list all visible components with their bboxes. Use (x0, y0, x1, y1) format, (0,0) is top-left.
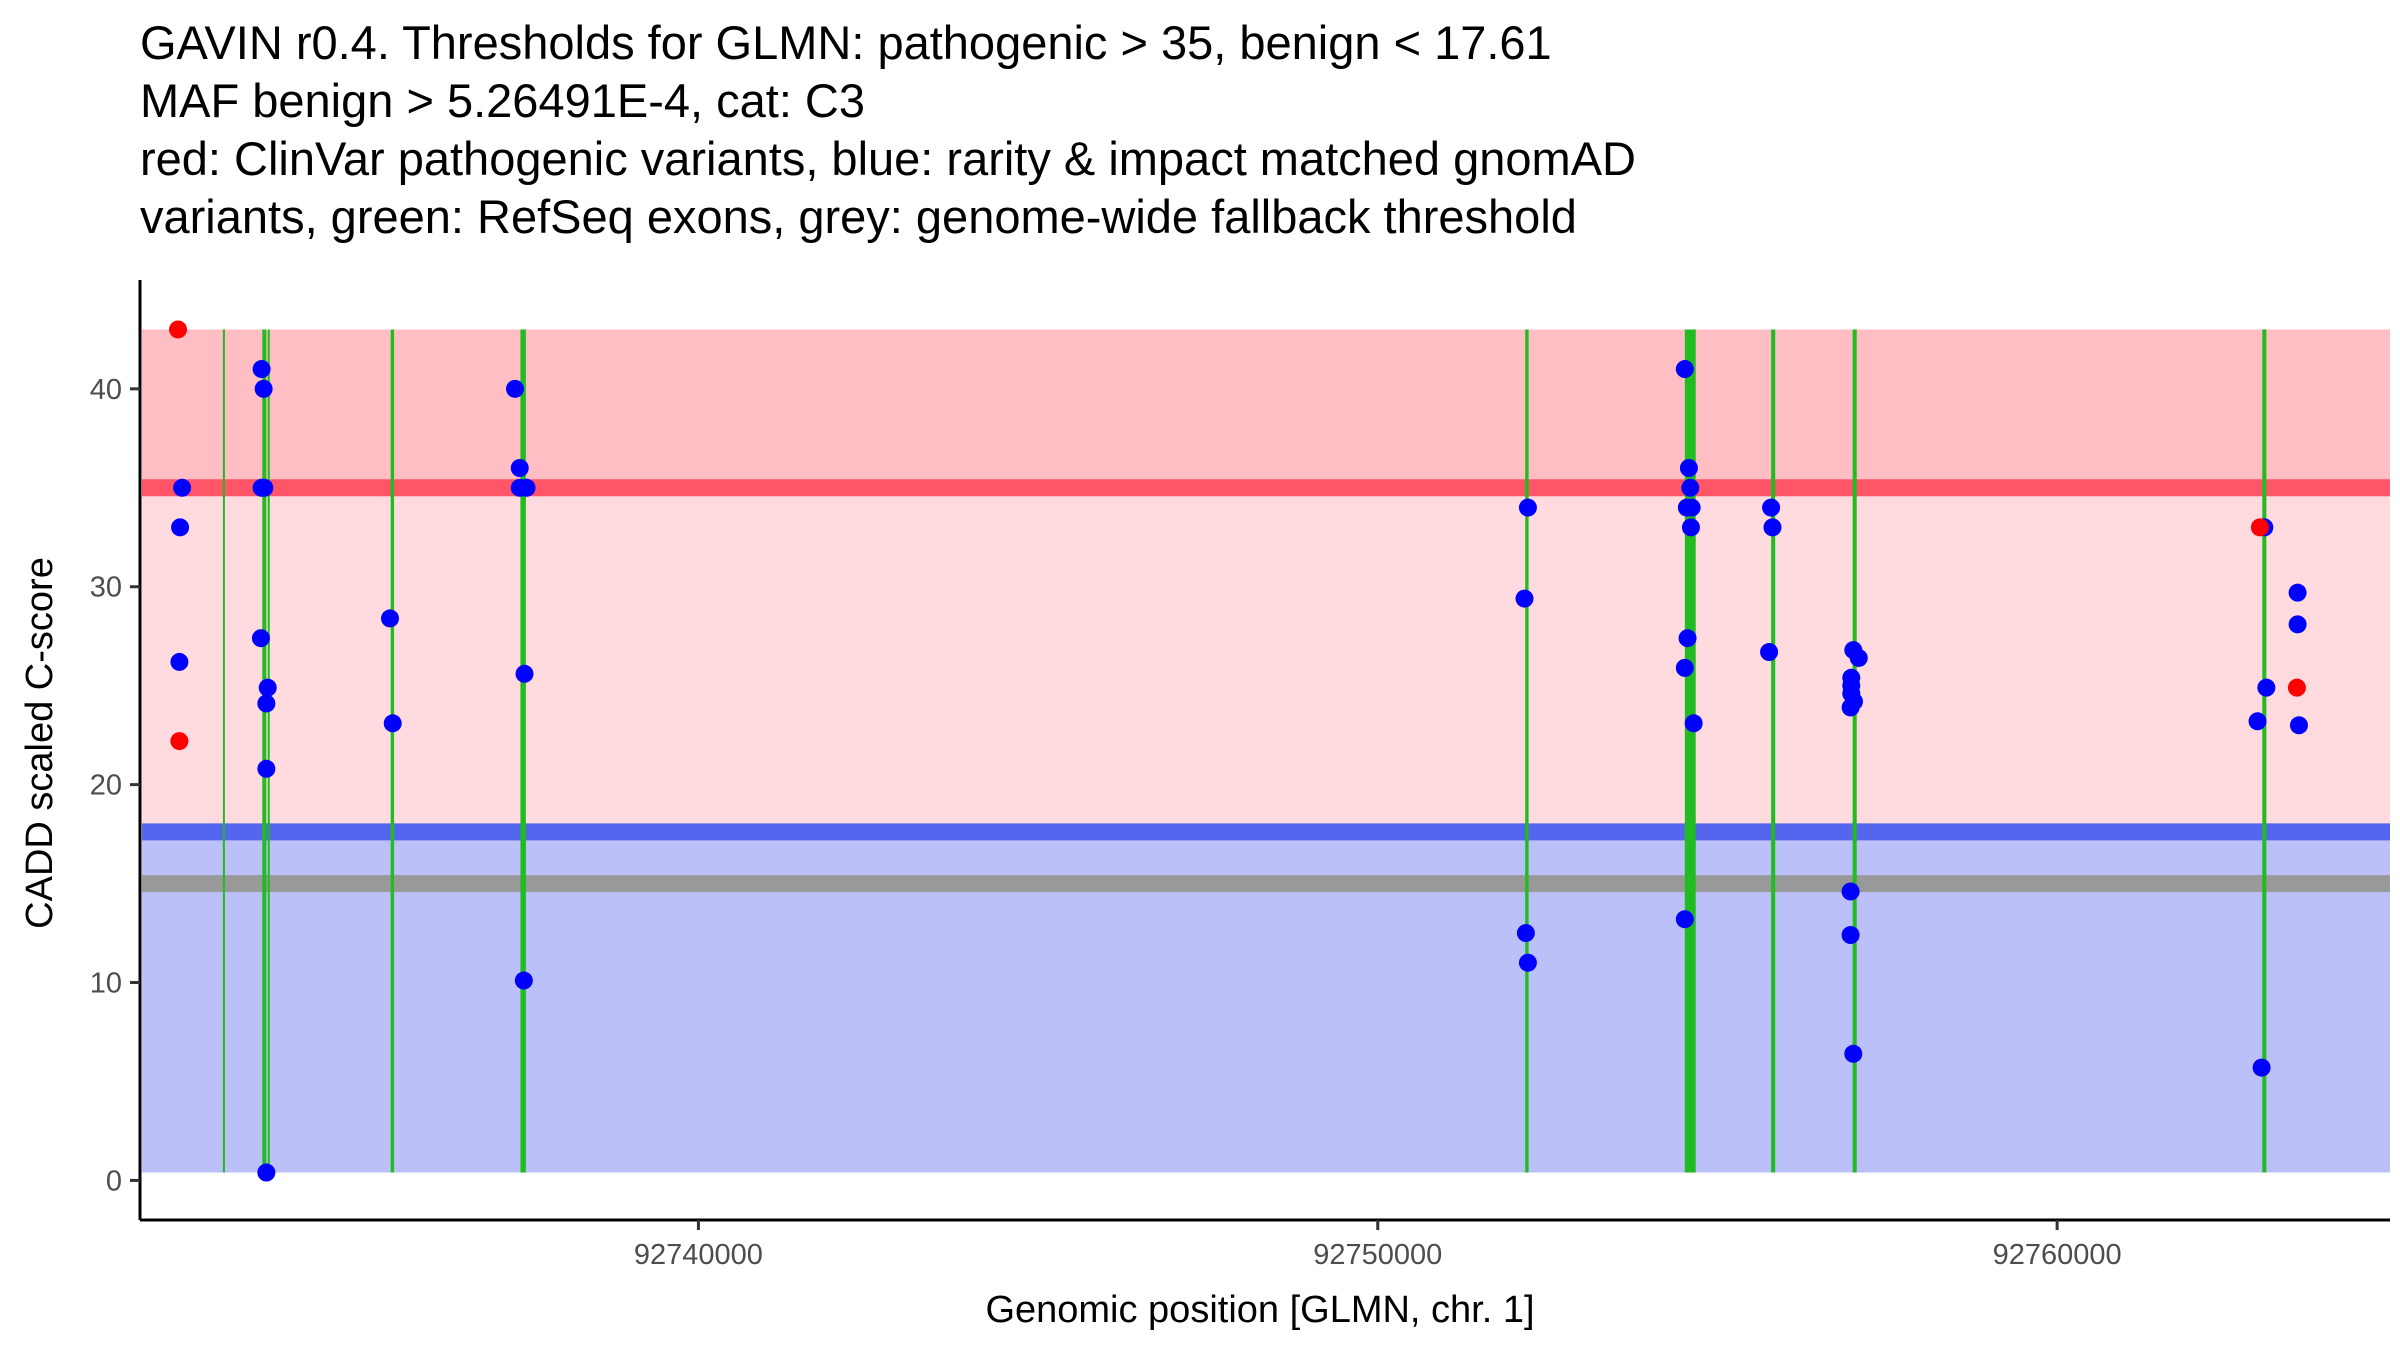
gnomad-variant-point (171, 518, 190, 537)
title-line-4: variants, green: RefSeq exons, grey: gen… (140, 190, 1577, 243)
gnomad-variant-point (2257, 678, 2276, 697)
x-tick-label: 92740000 (634, 1239, 763, 1271)
exon-bar (1684, 329, 1696, 1173)
gnomad-variant-point (257, 759, 276, 778)
x-tick-label: 92760000 (1993, 1239, 2122, 1271)
gnomad-variant-point (381, 609, 399, 628)
gnomad-variant-point (1675, 360, 1694, 379)
pathogenic-region (142, 329, 2390, 488)
gnomad-variant-point (1518, 498, 1537, 517)
exon-bar (1852, 329, 1857, 1173)
gnomad-variant-point (510, 459, 529, 477)
gnomad-variant-point (257, 1163, 276, 1182)
gnomad-variant-point (1844, 1044, 1863, 1063)
gnomad-variant-point (1681, 478, 1700, 497)
gnomad-variant-point (1849, 648, 1868, 667)
gnomad-variant-point (1841, 882, 1860, 901)
exon-bar (262, 329, 267, 1173)
exon-bar (390, 329, 395, 1173)
gnomad-variant-point (2248, 712, 2267, 731)
gnomad-variant-point (1681, 518, 1700, 537)
exon-bar (2262, 329, 2267, 1173)
gnomad-variant-point (1679, 459, 1698, 477)
gnomad-variant-point (506, 379, 524, 398)
gnomad-variant-point (1841, 926, 1860, 945)
exon-bars (222, 329, 2267, 1173)
gnomad-variant-point (1678, 629, 1697, 648)
clinvar-variant-point (2287, 678, 2306, 697)
clinvar-variant-point (2250, 518, 2269, 537)
gnomad-variant-point (515, 664, 534, 683)
gnomad-variant-point (1516, 924, 1535, 943)
gnomad-variant-point (258, 678, 277, 697)
gnomad-variant-point (383, 714, 402, 733)
gnomad-variant-point (1675, 910, 1694, 929)
y-axis-ticks: 0 10 20 30 40 (90, 374, 140, 1197)
variant-points (169, 320, 2308, 1182)
y-tick-label: 10 (90, 968, 122, 1000)
gnomad-variant-point (254, 379, 273, 398)
gnomad-variant-point (1682, 498, 1701, 517)
gnomad-variant-point (2252, 1058, 2271, 1077)
gnomad-variant-point (1684, 714, 1703, 733)
gnomad-variant-point (252, 360, 271, 379)
gnomad-variant-point (1762, 498, 1781, 517)
gnomad-variant-point (514, 971, 533, 990)
x-axis-ticks: 92740000 92750000 92760000 (634, 1220, 2122, 1271)
x-tick-label: 92750000 (1313, 1239, 1442, 1271)
exon-bar (520, 329, 526, 1173)
title-line-1: GAVIN r0.4. Thresholds for GLMN: pathoge… (140, 16, 1552, 69)
gnomad-variant-point (1518, 953, 1537, 972)
exon-bar (1771, 329, 1776, 1173)
clinvar-variant-point (170, 732, 189, 751)
gnomad-variant-point (2288, 615, 2307, 634)
gnomad-variant-point (257, 694, 276, 713)
gnomad-variant-point (517, 478, 536, 497)
x-axis-title: Genomic position [GLMN, chr. 1] (985, 1289, 1534, 1331)
title-line-3: red: ClinVar pathogenic variants, blue: … (140, 132, 1636, 185)
gnomad-variant-point (1675, 658, 1694, 677)
gnomad-variant-point (1763, 518, 1782, 537)
gnomad-variant-point (170, 652, 189, 671)
intermediate-region (142, 487, 2390, 832)
gnomad-variant-point (251, 629, 270, 648)
clinvar-variant-point (169, 320, 188, 339)
y-tick-label: 0 (106, 1165, 122, 1197)
y-tick-label: 20 (90, 770, 122, 802)
gnomad-variant-point (173, 478, 192, 497)
y-tick-label: 40 (90, 374, 122, 406)
exon-bar (267, 329, 270, 1173)
title-line-2: MAF benign > 5.26491E-4, cat: C3 (140, 74, 866, 127)
exon-bar (1525, 329, 1529, 1173)
y-tick-label: 30 (90, 572, 122, 604)
gnomad-variant-point (2288, 583, 2307, 602)
chart-title: GAVIN r0.4. Thresholds for GLMN: pathoge… (140, 14, 1636, 246)
gnomad-variant-point (1760, 643, 1779, 662)
exon-bar (222, 329, 225, 1173)
axes: 92740000 92750000 92760000 0 10 20 30 40 (90, 280, 2390, 1271)
y-axis-title: CADD scaled C-score (19, 557, 61, 929)
gnomad-variant-point (1841, 698, 1860, 717)
gnomad-variant-point (255, 478, 274, 497)
threshold-regions (142, 329, 2390, 1173)
gnomad-variant-point (1515, 589, 1534, 608)
gnomad-variant-point (2289, 716, 2308, 735)
